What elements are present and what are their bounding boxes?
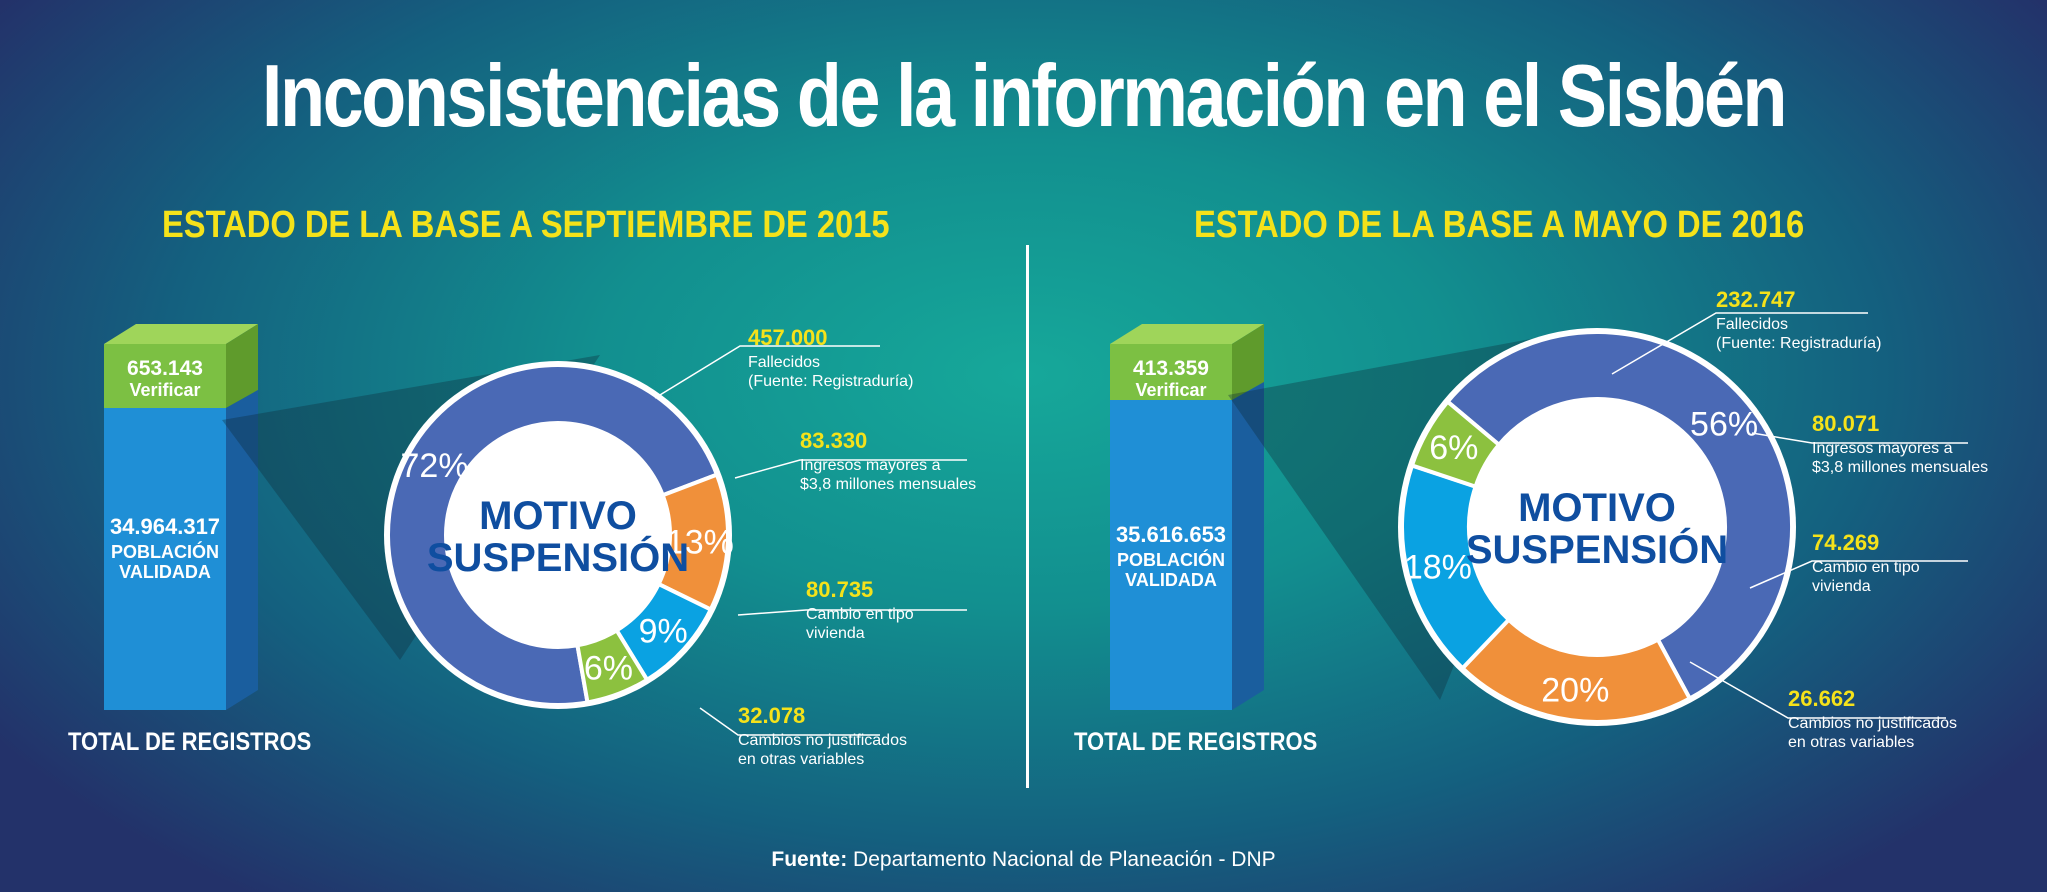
source-note: Fuente: Departamento Nacional de Planeac… [0, 848, 2047, 872]
callout-label: Cambios no justificados [1788, 715, 1957, 732]
donut-slice-1 [386, 363, 720, 707]
donut-slice-4 [575, 627, 650, 705]
page-title: Inconsistencias de la información en el … [261, 46, 1788, 145]
validated-label-line2: VALIDADA [1125, 570, 1217, 590]
callout-label: Fallecidos [748, 354, 820, 371]
callout-value: 80.735 [806, 577, 873, 602]
center-label-line1: MOTIVO [479, 494, 637, 538]
callout-label: Fallecidos [1716, 316, 1788, 333]
callout-value: 457.000 [748, 325, 828, 350]
bar-2016-top [1110, 324, 1264, 344]
callout-line [699, 707, 880, 736]
callout-label: (Fuente: Registraduría) [1716, 335, 1881, 352]
callout-label: $3,8 millones mensuales [1812, 459, 1988, 476]
bar-2016-verify-segment [1110, 344, 1232, 400]
callout-label: Cambio en tipo [1812, 559, 1920, 576]
bar-2015-validated-label: POBLACIÓN VALIDADA [104, 542, 226, 582]
callout-label: Ingresos mayores a [800, 457, 941, 474]
bar-2015-verify-segment [104, 344, 226, 408]
subtitle-2015: ESTADO DE LA BASE A SEPTIEMBRE DE 2015 [162, 204, 890, 246]
callout-label: (Fuente: Registraduría) [748, 373, 913, 390]
bar-2015 [104, 324, 258, 710]
slice-percent-label: 72% [401, 447, 469, 485]
validated-label-line1: POBLACIÓN [111, 542, 219, 562]
callout-value: 26.662 [1788, 686, 1855, 711]
bar-2016-verify-value: 413.359 [1133, 357, 1209, 380]
validated-label-line1: POBLACIÓN [1117, 550, 1225, 570]
bar-2015-validated-value: 34.964.317 [109, 514, 221, 539]
callout-line [1611, 312, 1868, 375]
callout-value: 232.747 [1716, 287, 1796, 312]
callout-label: en otras variables [1788, 734, 1914, 751]
bar-2016-validated-segment [1110, 400, 1232, 710]
source-text: Departamento Nacional de Planeación - DN… [853, 848, 1276, 871]
slice-percent-label: 18% [1404, 549, 1472, 587]
bar-2015-validated-side [226, 390, 258, 710]
callout-label: vivienda [806, 625, 865, 642]
subtitle-2016: ESTADO DE LA BASE A MAYO DE 2016 [1194, 204, 1805, 246]
callout-line [1689, 661, 1946, 719]
callout-value: 32.078 [738, 703, 805, 728]
callout-line [1749, 560, 1968, 589]
callout-label: $3,8 millones mensuales [800, 476, 976, 493]
callout-value: 80.071 [1812, 411, 1879, 436]
bar-2015-verify-value: 653.143 [127, 357, 203, 380]
divider [1026, 245, 1029, 788]
callout-value: 83.330 [800, 428, 867, 453]
callout-line [737, 609, 967, 616]
callout-label: vivienda [1812, 578, 1871, 595]
slice-percent-label: 56% [1690, 405, 1758, 443]
center-label-line1: MOTIVO [1518, 486, 1676, 530]
bar-2016-verify-label: Verificar [1135, 380, 1207, 400]
donut-slice-1 [1444, 330, 1794, 702]
bar-2015-verify-label: Verificar [129, 380, 201, 400]
callout-label: Cambios no justificados [738, 732, 907, 749]
callout-line [1751, 432, 1968, 444]
callout-label: en otras variables [738, 751, 864, 768]
validated-label-line2: VALIDADA [119, 562, 211, 582]
bar-2015-top [104, 324, 258, 344]
bar-2016-validated-value: 35.616.653 [1115, 522, 1227, 547]
callout-label: Cambio en tipo [806, 606, 914, 623]
donut-slice-4 [1409, 398, 1502, 490]
bar-2016-verify-side [1232, 324, 1264, 400]
bar-2016-validated-label: POBLACIÓN VALIDADA [1110, 550, 1232, 590]
total-registros-2016: TOTAL DE REGISTROS [1074, 728, 1318, 756]
callout-line [654, 345, 880, 399]
slice-percent-label: 6% [584, 650, 633, 688]
donut-center-circle [1475, 405, 1719, 649]
bar-2016-validated-side [1232, 382, 1264, 710]
slice-percent-label: 13% [666, 523, 734, 561]
callout-line [734, 459, 967, 479]
bar-2015-validated-segment [104, 408, 226, 710]
center-label-line2: SUSPENSIÓN [1466, 526, 1728, 572]
center-label-line2: SUSPENSIÓN [427, 534, 689, 580]
bar-2016 [1110, 324, 1264, 710]
slice-percent-label: 20% [1541, 672, 1609, 710]
donut-center-circle [452, 429, 664, 641]
source-label: Fuente: [771, 848, 848, 871]
slice-percent-label: 6% [1429, 429, 1478, 467]
callout-label: Ingresos mayores a [1812, 440, 1953, 457]
bar-2015-verify-side [226, 324, 258, 408]
callout-value: 74.269 [1812, 530, 1879, 555]
total-registros-2015: TOTAL DE REGISTROS [68, 728, 312, 756]
slice-percent-label: 9% [639, 612, 688, 650]
